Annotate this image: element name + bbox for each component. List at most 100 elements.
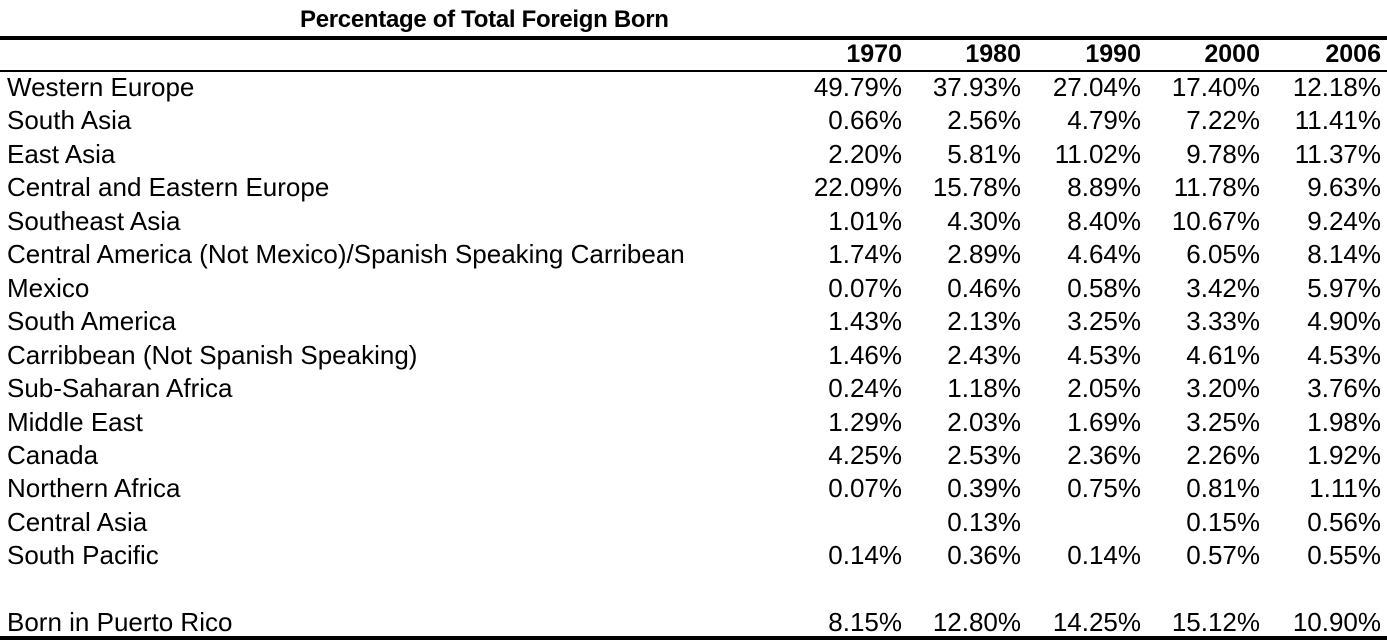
table-row: Western Europe 49.79% 37.93% 27.04% 17.40% 12…	[0, 71, 1387, 104]
row-label: Middle East	[7, 407, 143, 437]
cell-2006: 1.11%	[1309, 473, 1381, 503]
row-label: Southeast Asia	[7, 206, 181, 236]
column-header-2006: 2006	[1325, 40, 1381, 68]
cell-2006: 5.97%	[1307, 273, 1381, 303]
table-row: Middle East 1.29% 2.03% 1.69% 3.25% 1.98%	[0, 406, 1387, 439]
cell-2000: 9.78%	[1186, 139, 1260, 169]
row-label: South America	[7, 306, 177, 336]
cell-1990: 2.05%	[1067, 373, 1141, 403]
cell-1990: 4.79%	[1067, 105, 1141, 135]
cell-1990: 0.75%	[1067, 473, 1141, 503]
row-label: Central America (Not Mexico)/Spanish Spe…	[7, 239, 685, 269]
cell-1970: 1.43%	[828, 306, 902, 336]
cell-2006: 4.53%	[1307, 340, 1381, 370]
cell-1980: 0.46%	[947, 273, 1021, 303]
cell-1970: 0.66%	[828, 105, 902, 135]
cell-2000: 6.05%	[1186, 239, 1260, 269]
cell-2006: 3.76%	[1307, 373, 1381, 403]
cell-1990: 2.36%	[1067, 440, 1141, 470]
cell-2000: 7.22%	[1186, 105, 1260, 135]
bottom-rule	[0, 636, 1387, 640]
cell-2000: 3.33%	[1186, 306, 1260, 336]
table-row: East Asia 2.20% 5.81% 11.02% 9.78% 11.37%	[0, 138, 1387, 171]
cell-2000: 4.61%	[1186, 340, 1260, 370]
cell-1970: 1.74%	[828, 239, 902, 269]
cell-1980: 2.13%	[947, 306, 1021, 336]
cell-1970: 0.24%	[828, 373, 902, 403]
cell-1970: 0.07%	[828, 273, 902, 303]
cell-1970: 0.07%	[828, 473, 902, 503]
cell-1970: 49.79%	[813, 72, 902, 102]
cell-1990: 3.25%	[1067, 306, 1141, 336]
cell-2006: 10.90%	[1292, 607, 1381, 637]
row-label: South Asia	[7, 105, 132, 135]
row-label: Sub-Saharan Africa	[7, 373, 233, 403]
cell-1970: 1.01%	[828, 206, 902, 236]
cell-1990: 1.69%	[1067, 407, 1141, 437]
cell-1980: 12.80%	[932, 607, 1021, 637]
cell-1980: 1.18%	[947, 373, 1021, 403]
column-header-2000: 2000	[1204, 40, 1260, 68]
cell-1980: 2.53%	[947, 440, 1021, 470]
cell-1970: 4.25%	[828, 440, 902, 470]
row-label: Born in Puerto Rico	[7, 607, 233, 637]
cell-1980: 15.78%	[932, 172, 1021, 202]
header-row: 1970 1980 1990 2000 2006	[0, 39, 1387, 70]
cell-1990: 0.14%	[1067, 540, 1141, 570]
cell-2006: 1.92%	[1307, 440, 1381, 470]
column-header-1980: 1980	[965, 40, 1021, 68]
cell-2006: 1.98%	[1307, 407, 1381, 437]
cell-2006: 8.14%	[1307, 239, 1381, 269]
row-label: Northern Africa	[7, 473, 181, 503]
cell-1970: 8.15%	[828, 607, 902, 637]
cell-2006: 11.41%	[1294, 105, 1381, 135]
cell-1980: 0.13%	[947, 507, 1021, 537]
cell-1980: 2.43%	[947, 340, 1021, 370]
cell-2000: 0.15%	[1186, 507, 1260, 537]
table-row: Central and Eastern Europe 22.09% 15.78% 8.…	[0, 171, 1387, 204]
cell-2000: 3.42%	[1186, 273, 1260, 303]
cell-1980: 4.30%	[947, 206, 1021, 236]
header-rule	[0, 70, 1387, 72]
table-title: Percentage of Total Foreign Born	[300, 6, 669, 33]
cell-1970: 0.14%	[828, 540, 902, 570]
cell-1990: 27.04%	[1052, 72, 1141, 102]
cell-1990: 0.58%	[1067, 273, 1141, 303]
column-header-1970: 1970	[846, 40, 902, 68]
table-row: South America 1.43% 2.13% 3.25% 3.33% 4.90%	[0, 305, 1387, 338]
row-label: Carribbean (Not Spanish Speaking)	[7, 340, 418, 370]
cell-2000: 0.57%	[1186, 540, 1260, 570]
row-label: Mexico	[7, 273, 90, 303]
cell-2000: 15.12%	[1171, 607, 1260, 637]
cell-2006: 0.56%	[1307, 507, 1381, 537]
cell-1990: 8.89%	[1067, 172, 1141, 202]
table-row: Sub-Saharan Africa 0.24% 1.18% 2.05% 3.20% 3.…	[0, 372, 1387, 405]
cell-1970: 1.29%	[828, 407, 902, 437]
cell-2006: 11.37%	[1294, 139, 1381, 169]
cell-1980: 5.81%	[947, 139, 1021, 169]
cell-1980: 2.89%	[947, 239, 1021, 269]
cell-2000: 11.78%	[1173, 172, 1260, 202]
cell-2000: 17.40%	[1171, 72, 1260, 102]
cell-1980: 37.93%	[932, 72, 1021, 102]
cell-2006: 9.24%	[1307, 206, 1381, 236]
table-row: Carribbean (Not Spanish Speaking) 1.46% 2.…	[0, 339, 1387, 372]
table-row: Northern Africa 0.07% 0.39% 0.75% 0.81% 1.11%	[0, 472, 1387, 505]
column-header-1990: 1990	[1085, 40, 1141, 68]
cell-1980: 2.56%	[947, 105, 1021, 135]
cell-1990: 4.53%	[1067, 340, 1141, 370]
cell-1980: 0.36%	[947, 540, 1021, 570]
cell-2000: 3.20%	[1186, 373, 1260, 403]
cell-1980: 0.39%	[947, 473, 1021, 503]
footer-row: Born in Puerto Rico 8.15% 12.80% 14.25% 15.1…	[0, 606, 1387, 639]
top-rule	[0, 36, 1387, 40]
cell-2000: 10.67%	[1171, 206, 1260, 236]
cell-2006: 4.90%	[1307, 306, 1381, 336]
cell-2006: 9.63%	[1307, 172, 1381, 202]
row-label: East Asia	[7, 139, 116, 169]
cell-1990: 4.64%	[1067, 239, 1141, 269]
table-row: Mexico 0.07% 0.46% 0.58% 3.42% 5.97%	[0, 272, 1387, 305]
cell-1970: 22.09%	[813, 172, 902, 202]
cell-1970: 2.20%	[828, 139, 902, 169]
row-label: Canada	[7, 440, 99, 470]
